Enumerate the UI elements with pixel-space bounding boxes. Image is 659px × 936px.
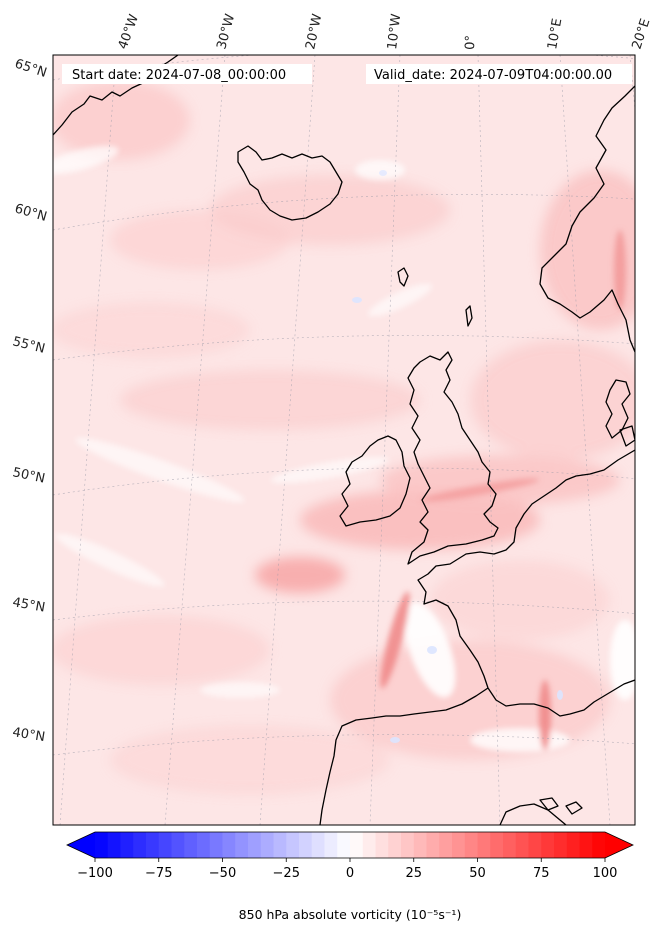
lat-label-65n: 65°N <box>13 57 49 81</box>
colorbar-cell <box>311 832 325 858</box>
colorbar-cells <box>95 832 606 858</box>
longitude-labels: 40°W 30°W 20°W 10°W 0° 10°E 20°E <box>116 12 654 51</box>
iberia-coast <box>319 687 489 825</box>
colorbar: −100 −75 −50 −25 0 25 50 75 100 850 hPa absolute… <box>66 831 634 922</box>
colorbar-cell <box>235 832 249 858</box>
colorbar-tick-label: −50 <box>209 866 236 881</box>
lat-label-45n: 45°N <box>11 595 46 615</box>
colorbar-tick-label: −100 <box>77 866 113 881</box>
lon-label-20w: 20°W <box>303 12 325 50</box>
colorbar-cell <box>146 832 160 858</box>
colorbar-cell <box>120 832 134 858</box>
colorbar-cell <box>171 832 185 858</box>
lon-label-0: 0° <box>463 35 479 50</box>
colorbar-cell <box>439 832 453 858</box>
colorbar-high-extend <box>605 832 633 858</box>
latitude-labels: 65°N 60°N 55°N 50°N 45°N 40°N <box>11 57 49 746</box>
scandinavia-coast <box>539 85 635 353</box>
valid-date-label: Valid_date: 2024-07-09T04:00:00.00 <box>374 68 612 83</box>
colorbar-cell <box>554 832 568 858</box>
lat-label-40n: 40°N <box>11 725 46 745</box>
colorbar-cell <box>401 832 415 858</box>
colorbar-low-extend <box>67 832 95 858</box>
great-britain-coast <box>407 351 499 565</box>
colorbar-cell <box>248 832 262 858</box>
coastlines <box>53 55 635 825</box>
colorbar-label: 850 hPa absolute vorticity (10⁻⁵s⁻¹) <box>239 907 462 922</box>
colorbar-cell <box>286 832 300 858</box>
colorbar-cell <box>426 832 440 858</box>
lon-label-30w: 30°W <box>214 12 238 51</box>
colorbar-cell <box>375 832 389 858</box>
lat-label-60n: 60°N <box>13 201 49 224</box>
colorbar-cell <box>566 832 580 858</box>
colorbar-cell <box>541 832 555 858</box>
colorbar-cell <box>388 832 402 858</box>
lat-label-55n: 55°N <box>11 334 46 356</box>
colorbar-cell <box>413 832 427 858</box>
colorbar-tick-label: 50 <box>469 866 486 881</box>
lat-label-50n: 50°N <box>11 465 46 486</box>
header: Start date: 2024-07-08_00:00:00 Valid_da… <box>62 64 632 84</box>
colorbar-cell <box>197 832 211 858</box>
colorbar-tick-label: 25 <box>405 866 422 881</box>
colorbar-cell <box>490 832 504 858</box>
map-frame <box>52 54 636 826</box>
colorbar-tick-label: 100 <box>593 866 618 881</box>
colorbar-cell <box>592 832 606 858</box>
iceland-coast <box>237 145 343 221</box>
lon-label-40w: 40°W <box>116 12 142 51</box>
lon-label-10e: 10°E <box>545 17 565 50</box>
colorbar-cell <box>209 832 223 858</box>
continent-coast <box>417 449 635 689</box>
colorbar-cell <box>260 832 274 858</box>
colorbar-cell <box>95 832 109 858</box>
colorbar-tick-label: −25 <box>273 866 300 881</box>
colorbar-cell <box>184 832 198 858</box>
colorbar-cell <box>528 832 542 858</box>
colorbar-cell <box>107 832 121 858</box>
lon-label-20e: 20°E <box>630 17 654 51</box>
colorbar-cell <box>158 832 172 858</box>
colorbar-cell <box>477 832 491 858</box>
lon-label-10w: 10°W <box>385 13 404 51</box>
colorbar-cell <box>299 832 313 858</box>
colorbar-cell <box>452 832 466 858</box>
colorbar-tick-label: 75 <box>533 866 550 881</box>
vorticity-field <box>53 80 635 795</box>
colorbar-ticks: −100 −75 −50 −25 0 25 50 75 100 <box>77 858 617 881</box>
colorbar-cell <box>350 832 364 858</box>
colorbar-cell <box>324 832 338 858</box>
colorbar-cell <box>273 832 287 858</box>
colorbar-cell <box>362 832 376 858</box>
start-date-label: Start date: 2024-07-08_00:00:00 <box>72 68 286 83</box>
colorbar-cell <box>133 832 147 858</box>
colorbar-cell <box>579 832 593 858</box>
colorbar-cell <box>515 832 529 858</box>
colorbar-tick-label: −75 <box>145 866 172 881</box>
colorbar-cell <box>464 832 478 858</box>
colorbar-cell <box>337 832 351 858</box>
colorbar-cell <box>222 832 236 858</box>
ireland-coast <box>339 435 411 527</box>
map-panel <box>52 54 636 826</box>
colorbar-cell <box>503 832 517 858</box>
colorbar-tick-label: 0 <box>346 866 354 881</box>
